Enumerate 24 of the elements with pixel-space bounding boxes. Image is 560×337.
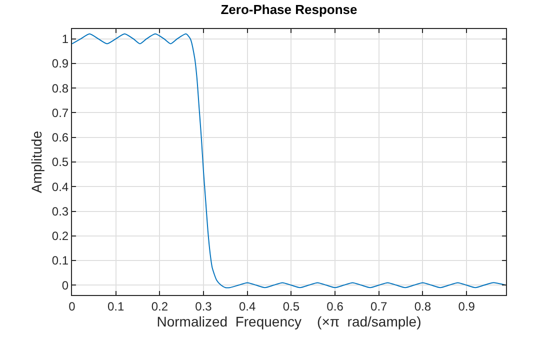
x-tick-label: 0.5 [282,299,300,314]
x-tick-label: 0.8 [414,299,432,314]
y-tick-label: 0.8 [52,81,69,96]
y-tick-label: 0.5 [52,155,69,170]
x-tick-label: 0.9 [458,299,476,314]
y-tick-label: 0.7 [52,106,69,120]
y-tick-label: 0.3 [52,204,69,218]
x-tick-label: 0.7 [370,299,388,314]
x-tick-label: 0.1 [107,299,125,314]
y-tick-label: 0.2 [52,229,69,244]
x-tick-label: 0.3 [195,299,212,314]
x-tick-label: 0.4 [239,299,256,314]
y-axis-title: Amplitude [28,130,45,194]
chart-title: Zero-Phase Response [220,2,358,18]
y-tick-label: 1 [62,32,69,46]
x-axis-title: Normalized Frequency (×π rad/sample) [156,314,422,330]
y-tick-label: 0.1 [52,254,69,268]
y-tick-label: 0 [62,278,69,292]
y-tick-label: 0.9 [52,56,69,71]
y-tick-label: 0.4 [52,180,69,194]
line-series [72,33,506,288]
x-tick-label: 0.6 [326,299,344,314]
y-tick-label: 0.6 [52,130,69,145]
x-tick-label: 0.2 [151,299,168,314]
